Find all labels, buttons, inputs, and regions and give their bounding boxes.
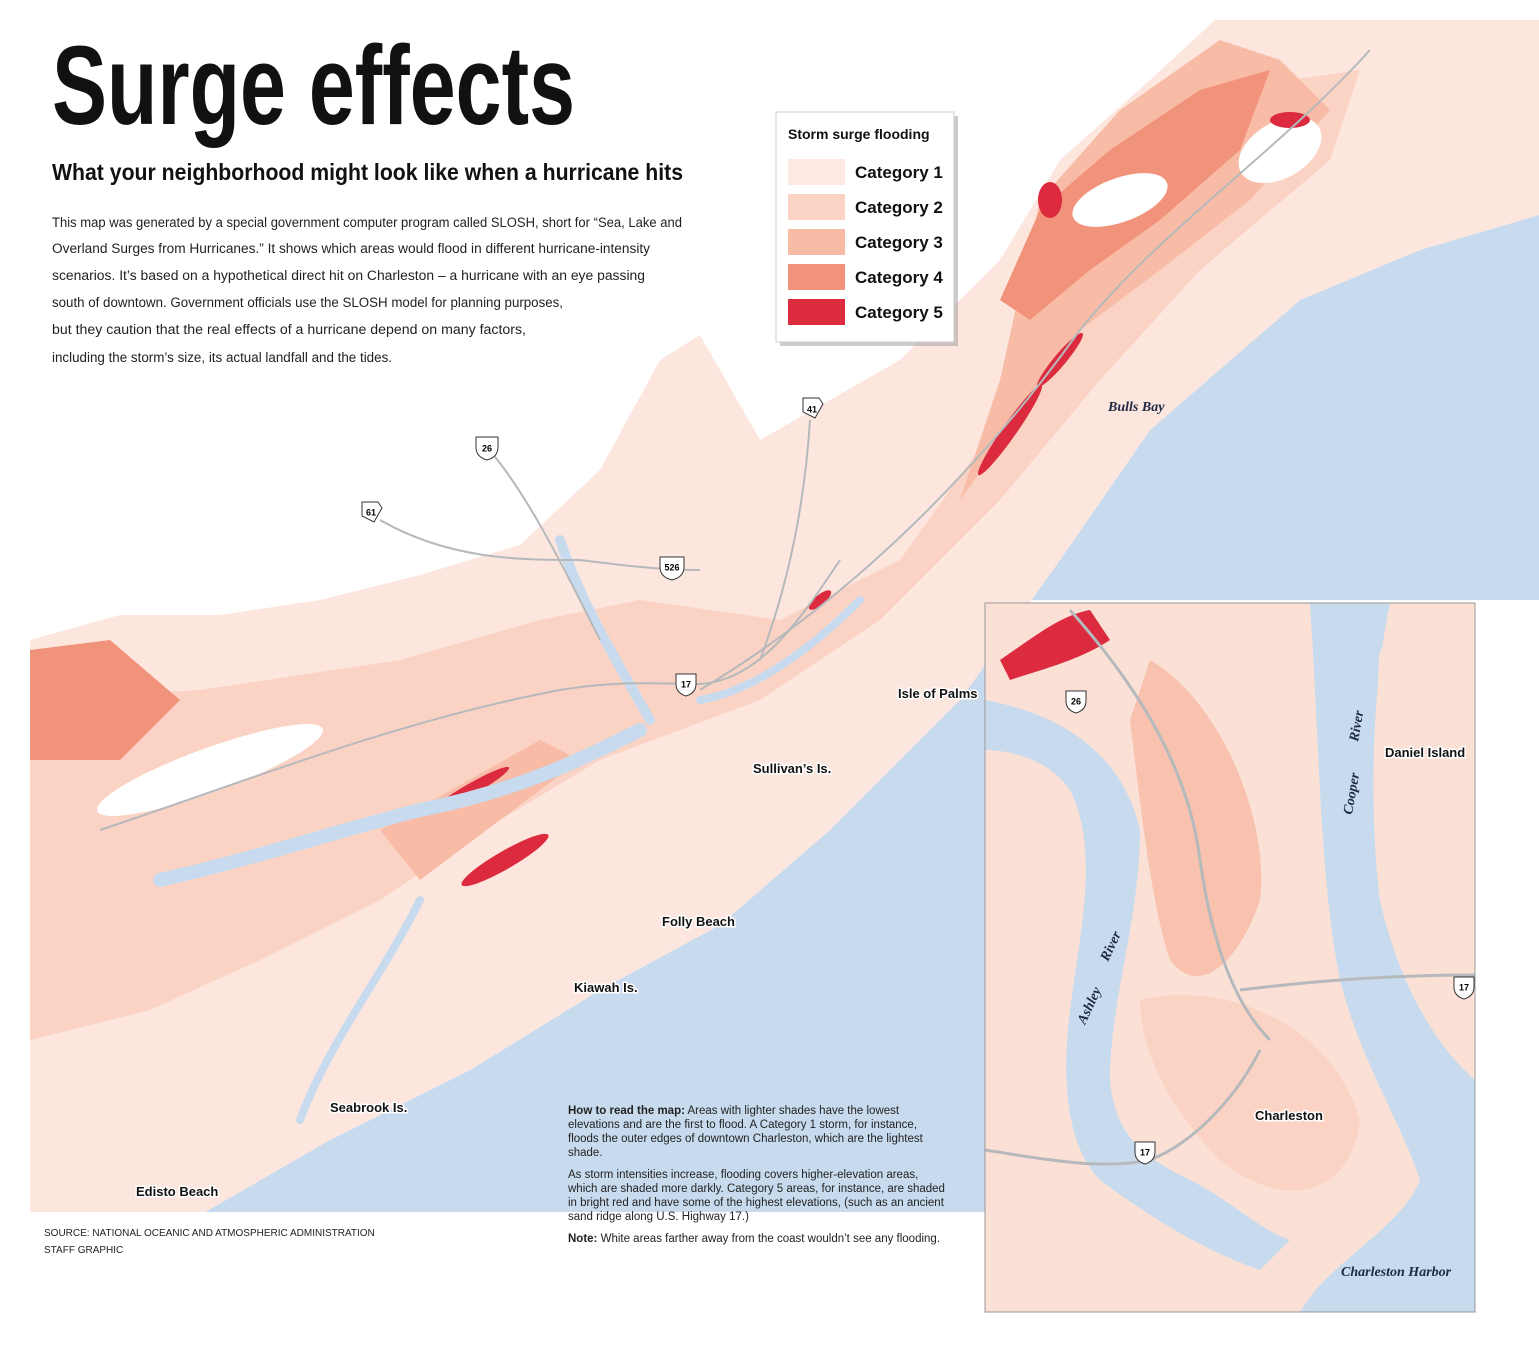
- highway-label: 26: [482, 443, 492, 453]
- flood-zone: [1270, 112, 1310, 128]
- flood-zone: [808, 590, 832, 610]
- note-text: White areas farther away from the coast …: [600, 1233, 941, 1245]
- cooper-river: [1300, 603, 1475, 1312]
- highway-shield: 26 41 61 526 17: [361, 397, 824, 697]
- intro-line: south of downtown. Government officials …: [52, 295, 563, 310]
- highway-label: 17: [1459, 982, 1469, 992]
- flood-zone: [30, 70, 1360, 1040]
- road: [479, 439, 601, 641]
- highway-label: 41: [807, 404, 817, 414]
- source-line: SOURCE: NATIONAL OCEANIC AND ATMOSPHERIC…: [44, 1228, 375, 1239]
- intro-line: scenarios. It’s based on a hypothetical …: [52, 268, 645, 283]
- river-label: Cooper: [1341, 771, 1363, 816]
- river: [696, 596, 864, 704]
- daniel-island: [1378, 646, 1475, 887]
- highway-label: 26: [1071, 696, 1081, 706]
- flood-zone: [1140, 995, 1360, 1191]
- legend-label: Category 3: [855, 233, 943, 252]
- legend-title: Storm surge flooding: [788, 126, 930, 142]
- intro-line: Overland Surges from Hurricanes.” It sho…: [52, 241, 650, 256]
- road: [379, 519, 701, 571]
- shield: [802, 397, 824, 419]
- place-label: Folly Beach: [662, 914, 735, 929]
- shield: [1065, 690, 1087, 714]
- place-label: Sullivan’s Is.: [753, 761, 831, 776]
- place-label: Edisto Beach: [136, 1184, 218, 1199]
- place-label: Bulls Bay: [1107, 400, 1165, 415]
- river: [296, 896, 424, 1124]
- place-label: Seabrook Is.: [330, 1100, 407, 1115]
- rivers: [153, 535, 864, 1124]
- intro: This map was generated by a special gove…: [52, 215, 682, 365]
- flood-zone: [30, 640, 180, 760]
- source: SOURCE: NATIONAL OCEANIC AND ATMOSPHERIC…: [44, 1225, 375, 1259]
- legend-swatch: [788, 299, 845, 325]
- place-label: Charleston: [1255, 1108, 1323, 1123]
- road: [759, 419, 811, 661]
- subtitle: What your neighborhood might look like w…: [52, 159, 683, 185]
- legend-label: Category 2: [855, 198, 943, 217]
- note-paragraph: Note: White areas farther away from the …: [568, 1232, 946, 1246]
- river: [555, 535, 655, 725]
- river-label: River: [1347, 709, 1367, 744]
- note-paragraph: As storm intensities increase, flooding …: [568, 1169, 945, 1223]
- highway-label: 17: [1140, 1147, 1150, 1157]
- ocean: [205, 215, 1539, 1212]
- legend-label: Category 4: [855, 268, 943, 287]
- flood-zone: [461, 833, 549, 887]
- legend: Storm surge flooding Category 1 Category …: [775, 111, 958, 346]
- shield: [475, 436, 499, 461]
- legend-swatch: [788, 229, 845, 255]
- shield: [1453, 976, 1475, 1000]
- shield: [675, 673, 697, 697]
- flood-zone: [977, 384, 1043, 476]
- notes: How to read the map: Areas with lighter …: [568, 1104, 946, 1254]
- title: Surge effects: [52, 23, 575, 148]
- intro-line: including the storm’s size, its actual l…: [52, 350, 392, 365]
- highway-label: 61: [366, 507, 376, 517]
- inset-border: [984, 602, 1476, 1313]
- place-label: Isle of Palms: [898, 686, 977, 701]
- highway-label: 526: [664, 562, 679, 572]
- intro-line: This map was generated by a special gove…: [52, 215, 682, 230]
- legend-swatch: [788, 159, 845, 185]
- highway-label: 17: [681, 679, 691, 689]
- place-label: Kiawah Is.: [574, 980, 638, 995]
- inset-map: Daniel Island Cooper River Ashley River …: [984, 602, 1476, 1313]
- place-label: Charleston Harbor: [1341, 1265, 1452, 1280]
- source-line: STAFF GRAPHIC: [44, 1245, 124, 1256]
- note-text: Areas with lighter shades have the lowes…: [568, 1105, 923, 1159]
- road: [99, 559, 841, 831]
- flood-zone: [30, 20, 1539, 1212]
- note-heading: Note:: [568, 1233, 598, 1245]
- shield: [659, 556, 685, 581]
- note-heading: How to read the map:: [568, 1105, 685, 1117]
- place-label: Daniel Island: [1385, 745, 1465, 760]
- intro-line: but they caution that the real effects o…: [52, 322, 526, 337]
- note-paragraph: How to read the map: Areas with lighter …: [568, 1104, 946, 1160]
- shield: [1134, 1141, 1156, 1165]
- legend-label: Category 1: [855, 163, 943, 182]
- flood-zone: [1038, 182, 1062, 218]
- roads: [99, 49, 1371, 831]
- shield: [361, 501, 383, 523]
- flood-zone: [960, 40, 1330, 500]
- unflooded-area: [96, 724, 324, 816]
- road: [699, 49, 1371, 691]
- unflooded-area: [1072, 173, 1168, 227]
- legend-swatch: [788, 194, 845, 220]
- legend-label: Category 5: [855, 303, 943, 322]
- legend-swatch: [788, 264, 845, 290]
- unflooded-area: [1238, 116, 1322, 184]
- river: [153, 723, 647, 887]
- flood-zone: [1000, 610, 1110, 680]
